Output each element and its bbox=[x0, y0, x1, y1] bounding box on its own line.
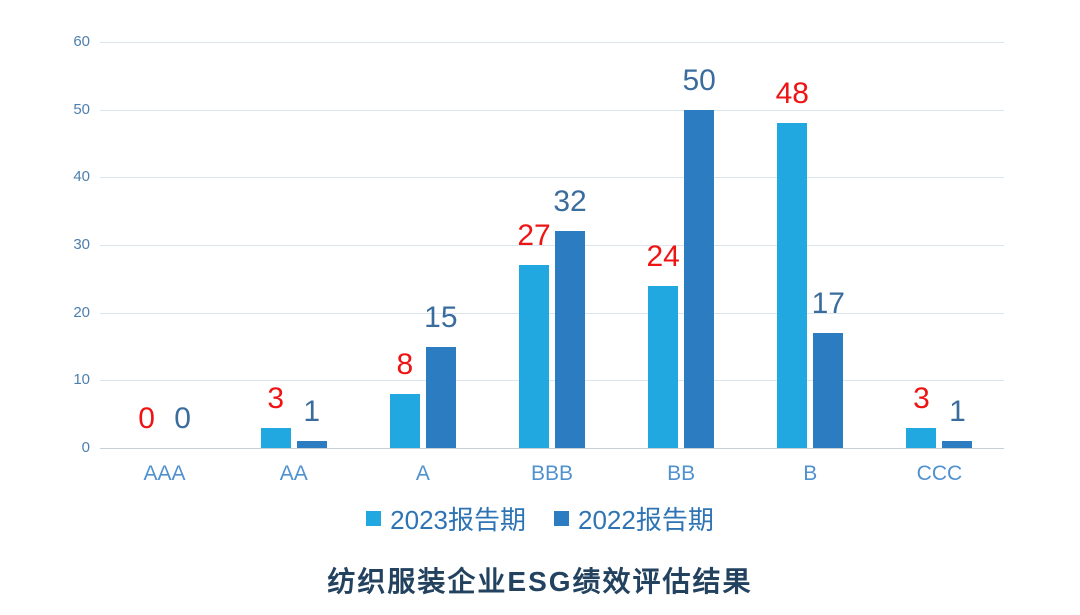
legend-swatch-2022-icon bbox=[554, 511, 569, 526]
gridline-30 bbox=[100, 245, 1004, 246]
bar-2023报告期-BBB bbox=[519, 265, 549, 448]
data-label-2022报告期-AA: 1 bbox=[303, 395, 321, 429]
bar-2023报告期-AA bbox=[260, 427, 291, 448]
data-label-2023报告期-B: 48 bbox=[775, 77, 809, 111]
legend-label-2023: 2023报告期 bbox=[390, 505, 526, 535]
bar-2023报告期-B bbox=[777, 123, 808, 448]
plot-area: 0 10 20 30 40 50 60 AAA 0 0 AA 3 1 A 8 15 BBB 27 32 BB 24 50 B… bbox=[73, 33, 1004, 485]
x-axis-label-A: A bbox=[415, 462, 430, 485]
x-axis-label-AA: AA bbox=[279, 462, 308, 485]
gridline-0 bbox=[100, 448, 1004, 449]
data-label-2023报告期-A: 8 bbox=[396, 347, 414, 381]
data-label-2022报告期-AAA: 0 bbox=[174, 402, 191, 435]
bar-2023报告期-CCC bbox=[906, 427, 937, 448]
y-axis-tick-50: 50 bbox=[73, 100, 90, 118]
bar-2022报告期-B bbox=[813, 332, 844, 448]
data-label-2023报告期-AA: 3 bbox=[267, 381, 285, 415]
bar-2023报告期-BB bbox=[648, 285, 679, 448]
y-axis-tick-40: 40 bbox=[73, 168, 90, 186]
legend-item-2023: 2023报告期 bbox=[366, 500, 526, 537]
y-axis-tick-10: 10 bbox=[73, 371, 90, 389]
bar-2023报告期-A bbox=[389, 393, 420, 448]
gridline-60 bbox=[100, 42, 1004, 43]
data-label-2022报告期-BBB: 32 bbox=[553, 185, 587, 219]
y-axis-tick-60: 60 bbox=[73, 33, 90, 50]
data-label-2022报告期-A: 15 bbox=[424, 300, 458, 334]
y-axis-tick-20: 20 bbox=[73, 303, 90, 321]
x-axis-label-B: B bbox=[803, 462, 818, 485]
x-axis-label-BB: BB bbox=[667, 462, 696, 485]
legend: 2023报告期 2022报告期 bbox=[0, 500, 1080, 537]
gridline-40 bbox=[100, 177, 1004, 179]
bar-2022报告期-CCC bbox=[942, 441, 973, 448]
y-axis-tick-0: 0 bbox=[81, 439, 90, 456]
gridline-20 bbox=[100, 312, 1004, 314]
legend-swatch-2023-icon bbox=[366, 511, 382, 526]
data-label-2023报告期-BB: 24 bbox=[646, 239, 680, 273]
legend-item-2022: 2022报告期 bbox=[554, 500, 714, 537]
data-label-2022报告期-CCC: 1 bbox=[949, 395, 966, 429]
x-axis-label-BBB: BBB bbox=[530, 462, 574, 485]
data-label-2022报告期-B: 17 bbox=[811, 286, 845, 320]
data-label-2023报告期-CCC: 3 bbox=[913, 381, 930, 415]
bar-2022报告期-A bbox=[425, 346, 456, 448]
gridline-10 bbox=[100, 380, 1004, 382]
bar-2022报告期-BBB bbox=[555, 231, 585, 448]
x-axis-label-AAA: AAA bbox=[143, 462, 186, 485]
chart-title: 纺织服装企业ESG绩效评估结果 bbox=[327, 566, 753, 597]
data-label-2022报告期-BB: 50 bbox=[682, 63, 716, 97]
y-axis-tick-30: 30 bbox=[73, 236, 90, 253]
legend-label-2022: 2022报告期 bbox=[578, 505, 714, 535]
bar-2022报告期-BB bbox=[684, 109, 715, 448]
data-label-2023报告期-BBB: 27 bbox=[517, 219, 551, 253]
gridline-50 bbox=[100, 109, 1004, 111]
bar-2022报告期-AA bbox=[296, 441, 327, 448]
data-label-2023报告期-AAA: 0 bbox=[138, 402, 155, 435]
x-axis-label-CCC: CCC bbox=[916, 462, 963, 485]
